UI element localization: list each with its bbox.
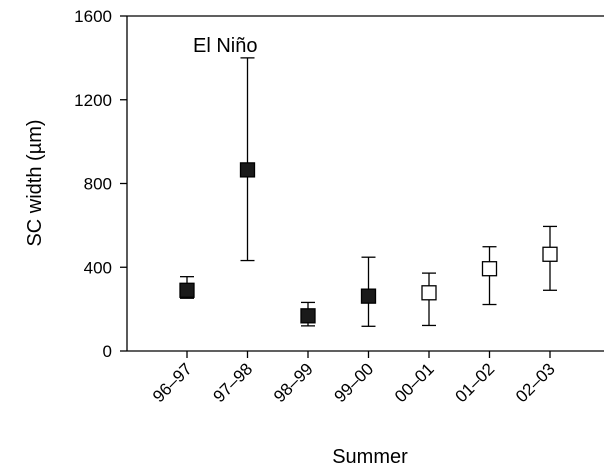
x-tick-label: 98–99: [270, 359, 317, 406]
filled-marker: [300, 308, 316, 324]
data-point-02–03: [542, 225, 558, 291]
annotation-el-nino: El Niño: [193, 35, 257, 57]
data-point-99–00: [360, 256, 377, 327]
data-point-01–02: [481, 246, 498, 306]
x-tick-label: 99–00: [330, 359, 377, 406]
x-axis-title: Summer: [332, 446, 408, 468]
data-point-98–99: [300, 301, 316, 327]
y-tick-label: 0: [103, 342, 112, 361]
open-marker: [421, 285, 437, 301]
data-points: [179, 57, 558, 327]
y-tick-label: 1600: [74, 7, 112, 26]
y-axis-title: SC width (µm): [24, 119, 46, 246]
data-point-00–01: [421, 272, 437, 327]
y-ticks: 0 400 800 1200 1600: [74, 7, 127, 361]
x-ticks: 96–97 97–98 98–99 99–00 00–01 01–02 02–03: [149, 351, 559, 406]
filled-marker: [360, 288, 377, 304]
filled-marker: [179, 282, 195, 298]
x-tick-label: 02–03: [512, 359, 559, 406]
x-tick-label: 97–98: [209, 359, 256, 406]
x-tick-label: 01–02: [451, 359, 498, 406]
data-point-96–97: [179, 276, 195, 299]
y-tick-label: 400: [84, 258, 112, 277]
x-tick-label: 96–97: [149, 359, 196, 406]
y-tick-label: 800: [84, 175, 112, 194]
open-marker: [481, 261, 498, 277]
open-marker: [542, 246, 558, 262]
x-tick-label: 00–01: [391, 359, 438, 406]
data-point-97–98: [239, 57, 256, 262]
y-tick-label: 1200: [74, 91, 112, 110]
filled-marker: [239, 162, 256, 178]
